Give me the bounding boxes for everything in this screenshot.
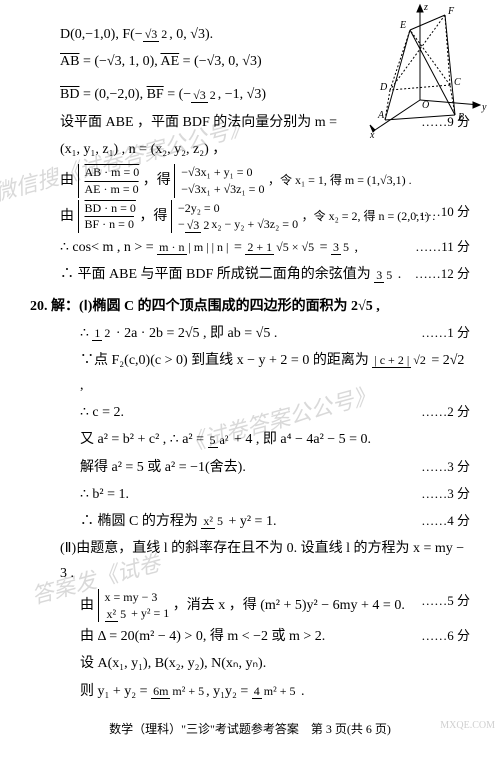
text-line: 解得 a² = 5 或 a² = −1(舍去).……3 分 (30, 455, 470, 480)
text-line: 则 y₁ + y₂ = 6mm² + 5, y₁y₂ = 4m² + 5 . (30, 679, 470, 704)
score-marker: ……3 分 (421, 482, 470, 505)
score-marker: ……6 分 (421, 624, 470, 647)
site-watermark: MXQE.COM (440, 717, 495, 735)
svg-text:F: F (447, 6, 455, 17)
score-marker: ……9 分 (421, 110, 470, 133)
text-line: D(0,−1,0), F(−√32, 0, √3). (30, 22, 470, 47)
svg-text:z: z (423, 2, 428, 13)
text-line: ∴ 12 · 2a · 2b = 2√5 , 即 ab = √5 . ……1 分 (30, 321, 470, 346)
text-line: ∵点 F₂(c,0)(c > 0) 到直线 x − y + 2 = 0 的距离为… (30, 348, 470, 398)
score-marker: ……5 分 (421, 589, 470, 612)
text-line: 由 Δ = 20(m² − 4) > 0, 得 m < −2 或 m > 2.…… (30, 624, 470, 649)
score-marker: ……4 分 (421, 509, 470, 532)
text-line: AB = (−√3, 1, 0), AE = (−√3, 0, √3) (30, 49, 470, 74)
score-marker: ……1 分 (421, 321, 470, 344)
question-20: 20. 解：(Ⅰ)椭圆 C 的四个顶点围成的四边形的面积为 2√5 , (30, 294, 470, 319)
text-line: ∴ b² = 1.……3 分 (30, 482, 470, 507)
text-line: ∴ 平面 ABE 与平面 BDF 所成锐二面角的余弦值为 35 . ……12 分 (30, 262, 470, 287)
svg-text:y: y (481, 102, 487, 113)
text-line: ∴ c = 2.……2 分 (30, 400, 470, 425)
text-line: BD = (0,−2,0), BF = (−√32, −1, √3) (30, 82, 470, 107)
text-line: (Ⅱ)由题意，直线 l 的斜率存在且不为 0. 设直线 l 的方程为 x = m… (30, 536, 470, 586)
text-line: 由 AB · m = 0AE · m = 0 ，得 −√3x₁ + y₁ = 0… (30, 164, 470, 198)
text-line: 设 A(x₁, y₁), B(x₂, y₂), N(xₙ, yₙ). (30, 651, 470, 676)
text-line: (x₁, y₁, z₁) , n = (x₂, y₂, z₂) ， (30, 137, 470, 162)
text-line: 由 x = my − 3x²5 + y² = 1 ，消去 x ，得 (m² + … (30, 589, 470, 623)
text-line: ∴ cos< m , n > = m · n| m | | n | = 2 + … (30, 235, 470, 260)
score-marker: ……3 分 (421, 455, 470, 478)
score-marker: ……2 分 (421, 400, 470, 423)
score-marker: ……12 分 (415, 262, 470, 285)
text-line: 又 a² = b² + c² , ∴ a² = 5a² + 4 , 即 a⁴ −… (30, 427, 470, 452)
text-line: ∴ 椭圆 C 的方程为 x²5 + y² = 1. ……4 分 (30, 509, 470, 534)
text-line: 由 BD · n = 0BF · n = 0 ，得 −2y₂ = 0−√32x₂… (30, 200, 470, 234)
text-line: 设平面 ABE ，平面 BDF 的法向量分别为 m =……9 分 (30, 110, 470, 135)
